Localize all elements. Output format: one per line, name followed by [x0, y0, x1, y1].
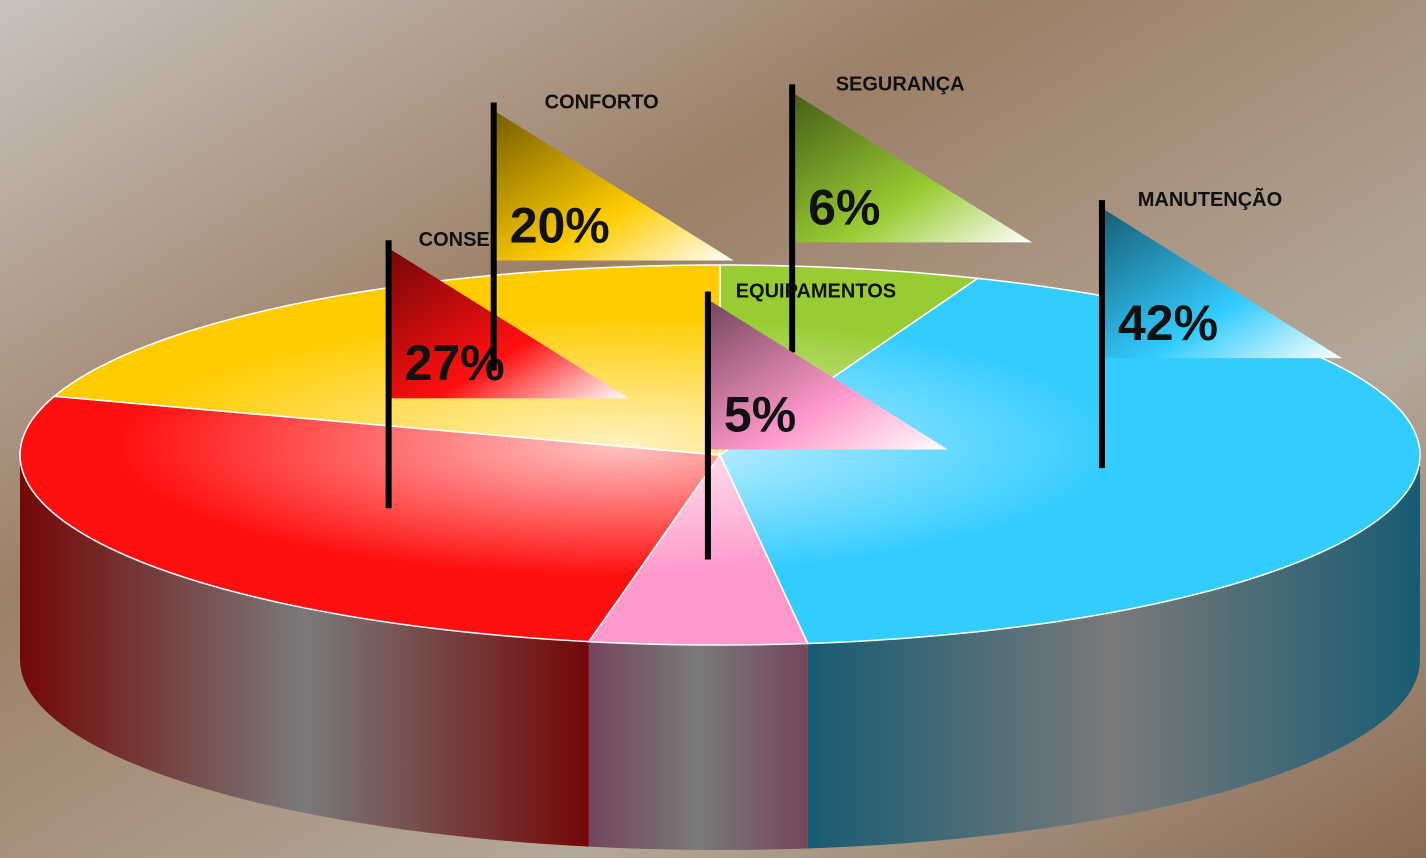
flag-value: 42% [1118, 295, 1218, 351]
flag [792, 92, 1033, 243]
flag-label: CONFORTO [545, 91, 659, 113]
shine [120, 315, 1120, 575]
slice-side [807, 455, 1420, 849]
flag-value: 6% [808, 179, 880, 235]
flag-label: SEGURANÇA [836, 73, 965, 95]
slice-side [588, 641, 808, 850]
flag [493, 110, 734, 261]
flag-value: 5% [724, 386, 796, 442]
flag [707, 299, 948, 450]
flag-value: 27% [405, 335, 505, 391]
flag [1101, 208, 1342, 359]
flag [388, 248, 629, 399]
flag-label: EQUIPAMENTOS [736, 280, 896, 302]
flag-label: MANUTENÇÃO [1138, 188, 1282, 211]
flag-value: 20% [510, 197, 610, 253]
slice-side [20, 455, 589, 847]
flags: 6% SEGURANÇA 42% MANUTENÇÃO 5% EQUIPAMENTOS 27… [385, 73, 1342, 560]
